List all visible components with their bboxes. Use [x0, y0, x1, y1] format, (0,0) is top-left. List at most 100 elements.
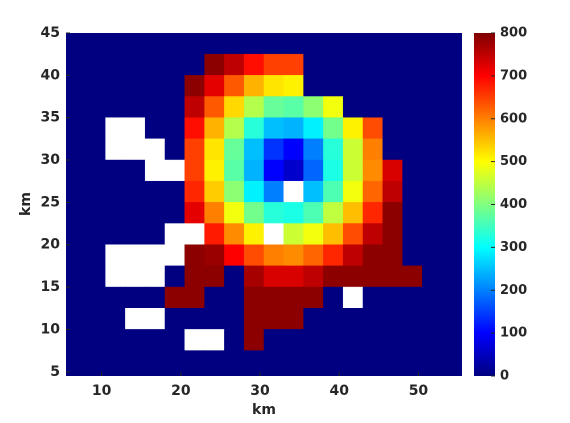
heat-cell — [402, 138, 423, 161]
heat-cell — [402, 75, 423, 97]
heat-cell — [66, 329, 87, 351]
heat-cell — [66, 244, 87, 267]
heat-cell — [243, 223, 265, 245]
heat-cell — [342, 223, 364, 245]
heat-cell — [224, 307, 245, 330]
y-tick-label: 40 — [41, 67, 61, 83]
heat-cell — [441, 329, 462, 351]
heat-cell — [125, 33, 146, 55]
heat-cell — [204, 33, 225, 55]
heat-cell — [283, 33, 304, 55]
heat-cell — [362, 223, 384, 245]
heat-cell — [125, 75, 146, 97]
heat-cell — [85, 329, 106, 351]
heat-cell — [243, 244, 265, 267]
heat-cell — [303, 138, 324, 161]
heat-cell — [342, 159, 364, 182]
heat-cell — [105, 329, 126, 351]
heat-cell — [422, 202, 443, 224]
heat-cell — [382, 117, 403, 140]
heat-cell — [342, 329, 364, 351]
heat-cell — [164, 329, 186, 351]
heat-cell — [362, 350, 384, 373]
heat-cell — [66, 350, 87, 373]
heat-cell — [382, 180, 403, 203]
heat-cell — [164, 117, 186, 140]
heat-cell — [243, 307, 265, 330]
heat-cell — [243, 138, 265, 161]
heat-cell — [342, 307, 364, 330]
heat-cell — [362, 75, 384, 97]
heat-cell — [382, 53, 403, 76]
heat-cell — [382, 159, 403, 182]
heat-cell — [105, 350, 126, 373]
heat-cell — [224, 180, 245, 203]
heat-cell — [224, 265, 245, 288]
heat-cell — [85, 223, 106, 245]
colorbar — [474, 33, 495, 376]
heat-cell — [323, 329, 344, 351]
heat-cell — [144, 223, 166, 245]
heat-cell — [184, 138, 205, 161]
heat-cell — [441, 244, 462, 267]
heat-cell — [125, 180, 146, 203]
heat-cell — [382, 307, 403, 330]
heat-cell — [342, 96, 364, 118]
colorbar-tick-label: 0 — [500, 369, 509, 384]
x-tick-label: 10 — [92, 383, 112, 399]
heat-cell — [85, 53, 106, 76]
heat-cell — [204, 350, 225, 373]
heat-cell — [283, 265, 304, 288]
heat-cell — [303, 117, 324, 140]
heat-cell — [164, 33, 186, 55]
heat-cell — [184, 33, 205, 55]
heat-cell — [382, 329, 403, 351]
heat-cell — [303, 223, 324, 245]
heat-cell — [125, 202, 146, 224]
heat-cell — [402, 53, 423, 76]
heat-cell — [164, 307, 186, 330]
heat-cell — [105, 96, 126, 118]
heat-cell — [184, 202, 205, 224]
no-data-cell — [144, 159, 166, 182]
heat-cell — [85, 138, 106, 161]
heat-cell — [184, 265, 205, 288]
heat-cell — [303, 202, 324, 224]
heat-cell — [441, 75, 462, 97]
colorbar-tick-label: 300 — [500, 240, 527, 255]
no-data-cell — [283, 180, 304, 203]
heat-cell — [224, 53, 245, 76]
heat-cell — [303, 33, 324, 55]
heat-cell — [263, 265, 285, 288]
heat-cell — [144, 96, 166, 118]
no-data-cell — [105, 117, 126, 140]
heat-cell — [85, 75, 106, 97]
no-data-cell — [164, 223, 186, 245]
heat-cell — [303, 350, 324, 373]
y-tick-label: 10 — [41, 321, 61, 337]
no-data-cell — [125, 265, 146, 288]
no-data-cell — [342, 286, 364, 309]
heat-cell — [243, 180, 265, 203]
heat-cell — [66, 117, 87, 140]
heat-cell — [283, 350, 304, 373]
heat-cell — [422, 33, 443, 55]
heat-cell — [263, 307, 285, 330]
heat-cell — [323, 180, 344, 203]
no-data-cell — [184, 223, 205, 245]
heat-cell — [323, 244, 344, 267]
heat-cell — [263, 96, 285, 118]
heat-cell — [144, 117, 166, 140]
heat-cell — [66, 286, 87, 309]
heat-cell — [422, 53, 443, 76]
heat-cell — [144, 53, 166, 76]
heat-cell — [85, 202, 106, 224]
heat-cell — [402, 202, 423, 224]
heat-cell — [303, 53, 324, 76]
heat-cell — [362, 159, 384, 182]
heat-cell — [85, 159, 106, 182]
heat-cell — [125, 53, 146, 76]
heatmap — [66, 33, 462, 373]
heat-cell — [243, 329, 265, 351]
heat-cell — [402, 180, 423, 203]
